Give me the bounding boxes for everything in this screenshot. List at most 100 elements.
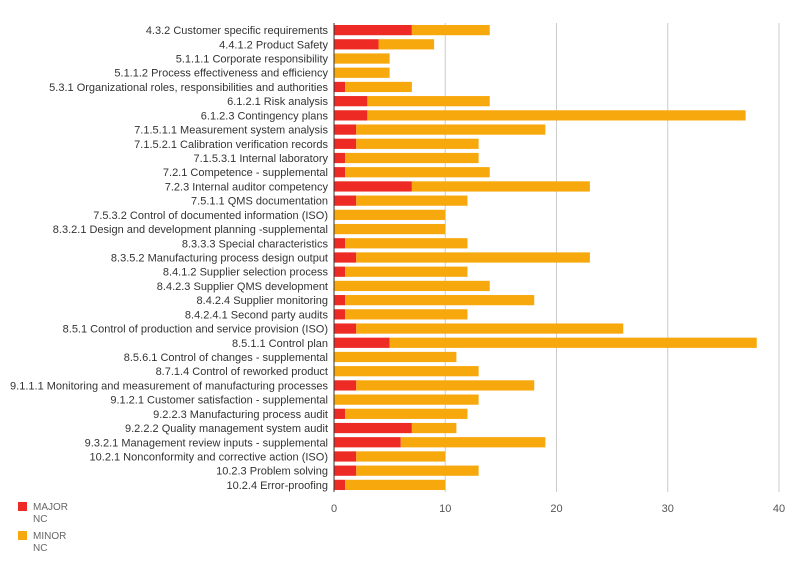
bar-minor-nc: [356, 124, 546, 135]
category-label: 10.2.4 Error-proofing: [227, 480, 329, 492]
bar-minor-nc: [345, 81, 412, 93]
legend-label: NC: [33, 514, 47, 525]
category-label: 4.4.1.2 Product Safety: [219, 39, 328, 51]
category-label: 9.1.2.1 Customer satisfaction - suppleme…: [110, 395, 328, 407]
bar-minor-nc: [367, 96, 490, 107]
category-label: 8.3.2.1 Design and development planning …: [53, 224, 328, 236]
bar-minor-nc: [345, 408, 468, 419]
bar-major-nc: [334, 181, 412, 192]
category-label: 7.1.5.2.1 Calibration verification recor…: [134, 139, 328, 151]
bar-minor-nc: [356, 252, 590, 263]
category-label: 7.1.5.3.1 Internal laboratory: [193, 153, 328, 165]
category-label: 7.2.3 Internal auditor competency: [165, 181, 329, 193]
category-label: 8.3.5.2 Manufacturing process design out…: [111, 253, 328, 265]
bar-minor-nc: [334, 394, 479, 405]
legend-label: MAJOR: [33, 502, 68, 513]
category-label: 8.4.2.3 Supplier QMS development: [157, 281, 328, 293]
bar-major-nc: [334, 337, 390, 348]
bar-minor-nc: [400, 437, 546, 448]
bar-minor-nc: [356, 380, 535, 391]
category-label: 7.2.1 Competence - supplemental: [163, 167, 328, 179]
legend-label: MINOR: [33, 531, 66, 542]
bar-major-nc: [334, 124, 357, 135]
bar-minor-nc: [345, 238, 468, 249]
bar-minor-nc: [367, 110, 746, 121]
bar-major-nc: [334, 465, 357, 476]
category-label: 8.5.1 Control of production and service …: [63, 324, 328, 336]
bar-major-nc: [334, 110, 368, 121]
bar-minor-nc: [345, 152, 479, 164]
bar-minor-nc: [356, 465, 479, 476]
legend-swatch-minor: [18, 531, 27, 540]
bar-minor-nc: [389, 337, 757, 348]
bar-minor-nc: [356, 323, 624, 334]
category-label: 5.1.1.2 Process effectiveness and effici…: [114, 68, 328, 80]
bar-minor-nc: [334, 351, 457, 363]
bar-major-nc: [334, 323, 357, 334]
category-label: 4.3.2 Customer specific requirements: [146, 25, 329, 37]
bar-minor-nc: [334, 366, 479, 377]
x-tick-label: 20: [550, 503, 562, 515]
category-label: 7.5.1.1 QMS documentation: [191, 196, 328, 208]
bar-major-nc: [334, 266, 346, 277]
bar-minor-nc: [356, 138, 479, 149]
bar-minor-nc: [345, 295, 535, 306]
bar-minor-nc: [356, 195, 468, 206]
bar-minor-nc: [334, 53, 390, 64]
category-label: 9.1.1.1 Monitoring and measurement of ma…: [10, 380, 328, 392]
bar-major-nc: [334, 309, 346, 320]
x-tick-label: 30: [662, 503, 674, 515]
category-label: 7.5.3.2 Control of documented informatio…: [93, 210, 328, 222]
bar-major-nc: [334, 138, 357, 149]
bar-major-nc: [334, 479, 346, 491]
category-label: 8.7.1.4 Control of reworked product: [156, 366, 328, 378]
category-label: 8.4.1.2 Supplier selection process: [163, 267, 329, 279]
bar-major-nc: [334, 96, 368, 107]
category-label: 5.3.1 Organizational roles, responsibili…: [49, 82, 328, 94]
bar-major-nc: [334, 437, 401, 448]
bar-minor-nc: [411, 422, 457, 434]
bar-major-nc: [334, 39, 379, 50]
bar-major-nc: [334, 295, 346, 306]
bar-minor-nc: [334, 280, 490, 292]
bar-minor-nc: [345, 309, 468, 320]
bar-major-nc: [334, 24, 412, 36]
bar-minor-nc: [345, 479, 446, 491]
category-label: 5.1.1.1 Corporate responsibility: [176, 54, 329, 66]
bar-minor-nc: [334, 67, 390, 78]
bar-minor-nc: [345, 266, 468, 277]
bar-minor-nc: [411, 181, 590, 192]
legend-label: NC: [33, 543, 47, 554]
bar-minor-nc: [345, 167, 490, 178]
category-label: 10.2.3 Problem solving: [216, 466, 328, 478]
bar-major-nc: [334, 152, 346, 164]
category-label: 8.4.2.4 Supplier monitoring: [197, 295, 328, 307]
bar-major-nc: [334, 167, 346, 178]
bar-major-nc: [334, 408, 346, 419]
bar-major-nc: [334, 81, 346, 93]
bar-major-nc: [334, 380, 357, 391]
legend-swatch-major: [18, 502, 27, 511]
bar-major-nc: [334, 252, 357, 263]
category-label: 9.2.2.2 Quality management system audit: [125, 423, 328, 435]
x-tick-label: 0: [331, 503, 337, 515]
bar-minor-nc: [356, 451, 446, 462]
x-tick-label: 40: [773, 503, 785, 515]
category-label: 6.1.2.3 Contingency plans: [201, 110, 329, 122]
bar-minor-nc: [334, 223, 446, 235]
bar-minor-nc: [378, 39, 435, 50]
category-label: 8.5.1.1 Control plan: [232, 338, 328, 350]
bar-major-nc: [334, 451, 357, 462]
category-label: 10.2.1 Nonconformity and corrective acti…: [90, 451, 328, 463]
bar-major-nc: [334, 238, 346, 249]
bar-minor-nc: [334, 209, 446, 220]
category-label: 9.3.2.1 Management review inputs - suppl…: [85, 437, 328, 449]
category-label: 7.1.5.1.1 Measurement system analysis: [134, 125, 328, 137]
category-label: 8.3.3.3 Special characteristics: [182, 238, 329, 250]
category-label: 8.5.6.1 Control of changes - supplementa…: [124, 352, 328, 364]
bar-minor-nc: [411, 24, 490, 36]
category-label: 9.2.2.3 Manufacturing process audit: [153, 409, 328, 421]
x-tick-label: 10: [439, 503, 451, 515]
